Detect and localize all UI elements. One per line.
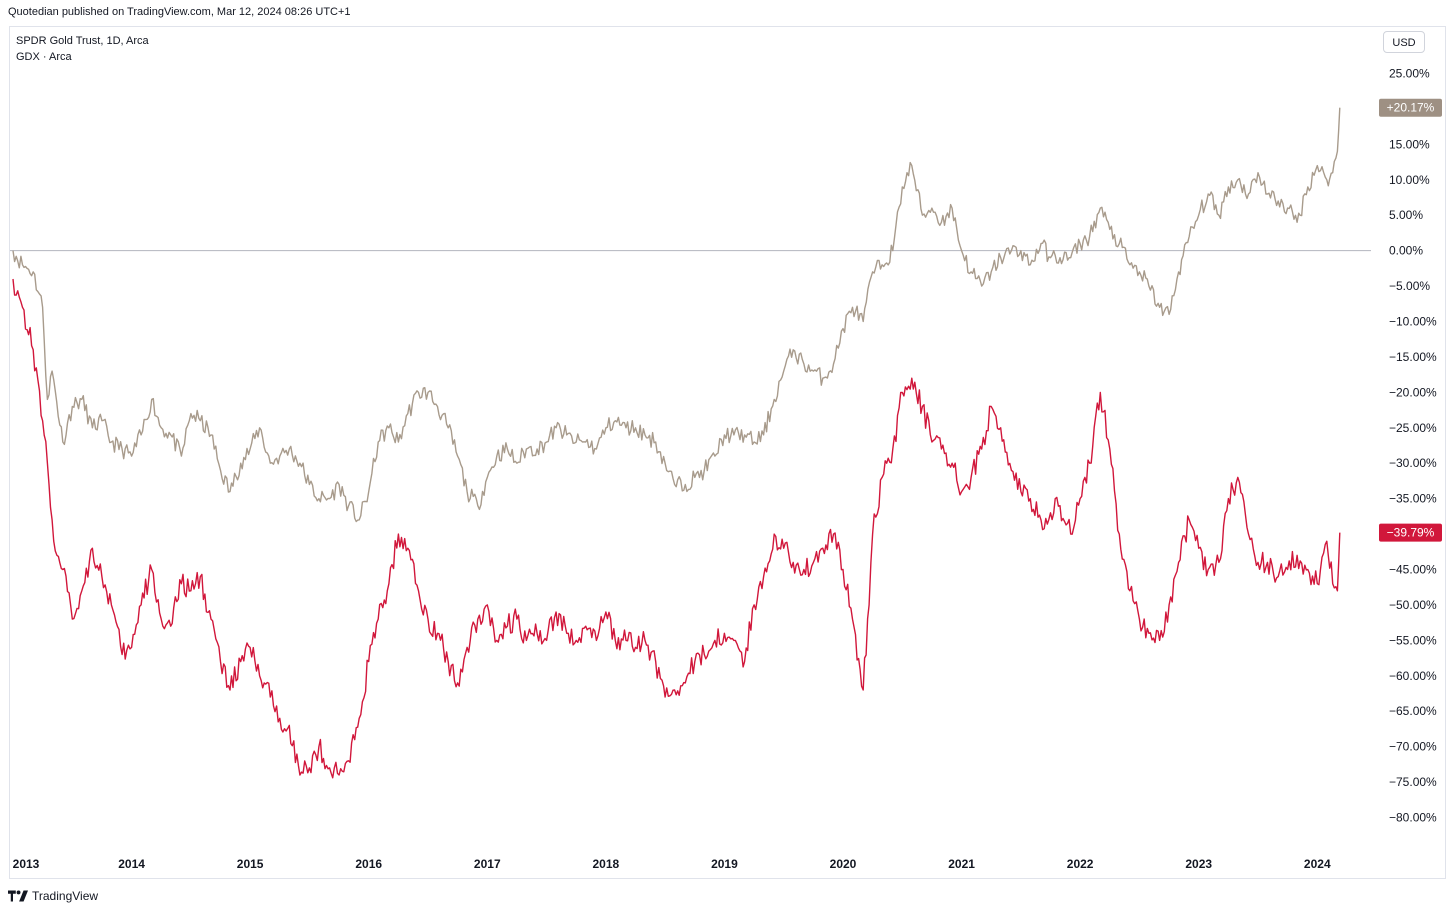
x-tick-label: 2013 xyxy=(13,857,40,871)
legend-gdx[interactable]: GDX · Arca xyxy=(16,51,72,63)
x-tick-label: 2020 xyxy=(830,857,857,871)
legend-gld[interactable]: SPDR Gold Trust, 1D, Arca xyxy=(16,35,149,47)
y-tick-label: −50.00% xyxy=(1389,598,1437,612)
y-tick-label: −10.00% xyxy=(1389,315,1437,329)
footer-brand-label: TradingView xyxy=(32,889,99,903)
footer-brand[interactable]: TradingView xyxy=(8,889,98,903)
y-tick-label: 15.00% xyxy=(1389,137,1430,151)
y-tick-label: −70.00% xyxy=(1389,740,1437,754)
y-tick-label: −5.00% xyxy=(1389,279,1430,293)
currency-button[interactable]: USD xyxy=(1383,31,1425,53)
x-tick-label: 2017 xyxy=(474,857,501,871)
end-labels: +20.17% −39.79% xyxy=(1379,98,1442,542)
y-axis: 25.00% 15.00% 10.00% 5.00% 0.00% −5.00% −10.00… xyxy=(1389,67,1437,825)
y-tick-label: −15.00% xyxy=(1389,350,1437,364)
x-tick-label: 2021 xyxy=(948,857,975,871)
y-tick-label: −75.00% xyxy=(1389,775,1437,789)
publisher-note: Quotedian published on TradingView.com, … xyxy=(8,6,351,18)
tradingview-logo-icon xyxy=(8,890,28,902)
y-tick-label: −80.00% xyxy=(1389,811,1437,825)
y-tick-label: −20.00% xyxy=(1389,385,1437,399)
y-tick-label: −25.00% xyxy=(1389,421,1437,435)
x-tick-label: 2024 xyxy=(1304,857,1331,871)
chart-frame xyxy=(9,26,1446,879)
x-tick-label: 2019 xyxy=(711,857,738,871)
y-tick-label: −45.00% xyxy=(1389,563,1437,577)
y-tick-label: −65.00% xyxy=(1389,704,1437,718)
x-tick-label: 2015 xyxy=(237,857,264,871)
y-tick-label: −55.00% xyxy=(1389,633,1437,647)
last-value-label-gdx: −39.79% xyxy=(1387,526,1435,540)
series-line-gdx xyxy=(12,278,1341,779)
x-tick-label: 2014 xyxy=(118,857,145,871)
series-legend: SPDR Gold Trust, 1D, Arca GDX · Arca xyxy=(16,33,149,65)
x-axis: 2013 2014 2015 2016 2017 2018 2019 2020 2021 2022… xyxy=(13,857,1331,871)
x-tick-label: 2016 xyxy=(355,857,382,871)
y-tick-label: −60.00% xyxy=(1389,669,1437,683)
y-tick-label: 25.00% xyxy=(1389,67,1430,81)
y-tick-label: −35.00% xyxy=(1389,492,1437,506)
x-tick-label: 2023 xyxy=(1185,857,1212,871)
y-tick-label: 5.00% xyxy=(1389,208,1423,222)
last-value-badge-gld xyxy=(1379,98,1442,117)
y-tick-label: −30.00% xyxy=(1389,456,1437,470)
last-value-label-gld: +20.17% xyxy=(1387,101,1435,115)
last-value-badge-gdx xyxy=(1379,523,1442,542)
series-line-gld xyxy=(12,107,1341,523)
x-tick-label: 2018 xyxy=(593,857,620,871)
x-tick-label: 2022 xyxy=(1067,857,1094,871)
y-tick-label: 10.00% xyxy=(1389,173,1430,187)
y-tick-label: 0.00% xyxy=(1389,244,1423,258)
series-layer xyxy=(12,107,1341,779)
